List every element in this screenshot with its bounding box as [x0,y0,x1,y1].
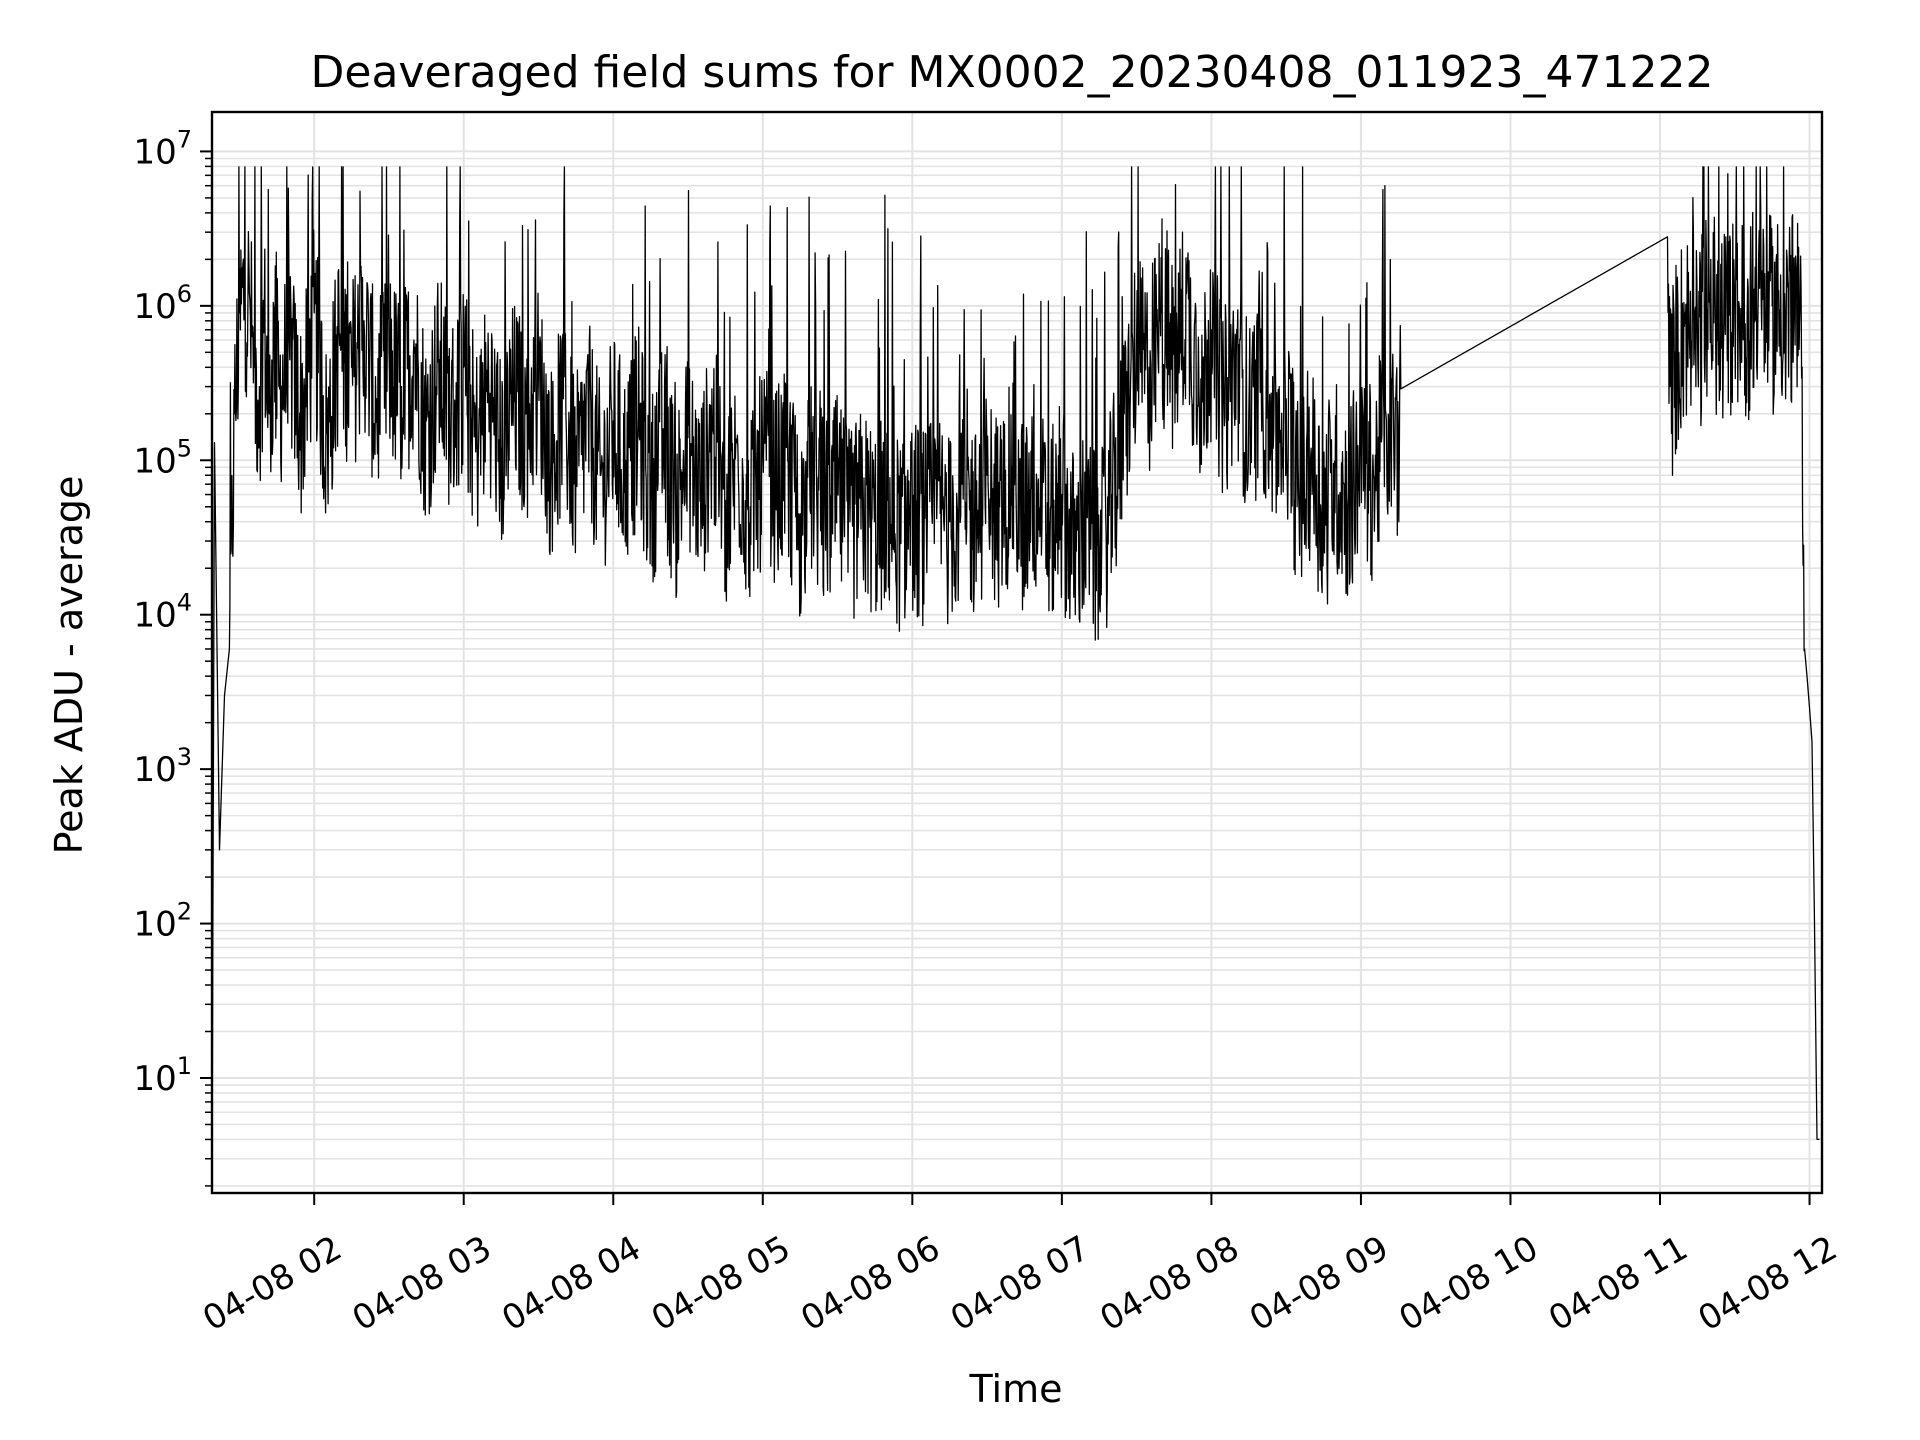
grid-minor [212,157,1822,1187]
y-tick-label: 103 [133,743,192,790]
axes-layer [210,110,1824,1195]
axes-frame [210,110,1824,1195]
y-tick-label: 104 [133,589,192,636]
chart-title: Deaveraged field sums for MX0002_2023040… [311,47,1714,98]
y-tick-label: 106 [133,280,192,327]
grid-major [212,112,1822,1193]
series-layer [211,166,1820,1186]
series-line [211,166,1820,1186]
y-tick-label: 105 [133,434,192,481]
y-tick-label: 102 [133,898,192,945]
y-ticks: 101 102 103 104 105 106 107 [133,125,212,1187]
y-tick-label: 101 [133,1052,192,1099]
y-axis-label: Peak ADU - average [47,476,91,855]
x-axis-label: Time [969,1367,1063,1411]
y-tick-label: 107 [133,125,192,172]
